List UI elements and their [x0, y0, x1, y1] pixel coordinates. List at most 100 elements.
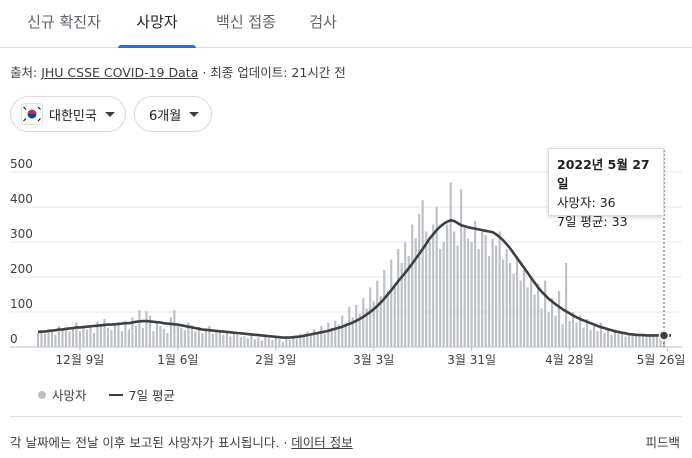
period-label: 6개월	[149, 108, 182, 124]
bar	[288, 340, 291, 347]
bar	[323, 333, 326, 347]
bar	[274, 337, 277, 347]
bar	[320, 326, 323, 347]
country-select[interactable]: 대한민국	[10, 96, 126, 132]
bar	[299, 333, 302, 347]
feedback-link[interactable]: 피드백	[645, 435, 680, 450]
bar	[627, 333, 631, 347]
bar	[239, 337, 242, 347]
bar	[278, 339, 281, 347]
legend-line-label: 7일 평균	[128, 388, 175, 403]
hover-point	[658, 330, 670, 341]
bar	[571, 312, 575, 347]
bar	[71, 327, 75, 347]
bar	[215, 332, 218, 347]
bar	[327, 322, 330, 347]
period-select[interactable]: 6개월	[134, 96, 212, 132]
bar	[634, 335, 638, 347]
bar	[236, 334, 239, 347]
bar	[365, 308, 368, 347]
bar	[551, 298, 554, 347]
bar	[169, 317, 172, 347]
tab-vaccinations[interactable]: 백신 접종	[204, 0, 288, 47]
bar	[652, 336, 655, 347]
bar	[162, 328, 165, 347]
y-tick-label: 200	[10, 262, 33, 276]
bar	[96, 321, 99, 347]
tab-label: 신규 확진자	[27, 13, 101, 31]
metric-tabs: 신규 확진자 사망자 백신 접종 검사	[0, 0, 692, 48]
bar	[488, 256, 491, 347]
source-line: 출처: JHU CSSE COVID-19 Data · 최종 업데이트: 21…	[10, 62, 346, 81]
bar	[596, 331, 599, 347]
bar	[222, 334, 225, 347]
country-label: 대한민국	[49, 108, 97, 124]
last-updated: · 최종 업데이트: 21시간 전	[202, 65, 346, 80]
bar	[620, 332, 624, 347]
bar	[92, 333, 96, 347]
bar	[54, 334, 57, 347]
bar	[281, 341, 284, 347]
bar	[498, 231, 501, 347]
bar	[148, 315, 151, 347]
bar	[204, 328, 207, 347]
bar	[460, 189, 463, 347]
bar	[662, 334, 666, 347]
bar	[355, 305, 358, 347]
bar	[229, 336, 232, 347]
tab-deaths[interactable]: 사망자	[118, 0, 196, 48]
bar	[362, 298, 365, 347]
bar	[194, 331, 197, 347]
bar	[82, 325, 85, 347]
bar	[421, 200, 424, 347]
tab-label: 사망자	[136, 13, 178, 31]
chevron-down-icon	[104, 111, 115, 117]
divider	[10, 416, 682, 417]
footer-separator: ·	[283, 435, 288, 450]
bar	[544, 280, 547, 347]
data-info-link[interactable]: 데이터 정보	[291, 435, 353, 450]
bar	[509, 263, 512, 347]
bar	[414, 238, 417, 347]
bar	[50, 329, 54, 347]
bar	[463, 228, 466, 347]
source-link[interactable]: JHU CSSE COVID-19 Data	[41, 65, 199, 80]
bar	[334, 320, 337, 347]
bar	[190, 325, 193, 347]
x-tick-label: 1월 6일	[157, 353, 198, 367]
bar	[638, 336, 641, 347]
footer-note: 각 날짜에는 전날 이후 보고된 사망자가 표시됩니다. · 데이터 정보	[10, 432, 353, 451]
bar	[302, 337, 305, 347]
bar	[176, 326, 179, 347]
bar	[578, 315, 582, 347]
bar	[292, 336, 295, 347]
bar	[117, 325, 120, 347]
bar	[243, 336, 246, 347]
bar	[285, 338, 288, 347]
bar	[477, 249, 480, 347]
bar	[411, 224, 414, 347]
bar	[260, 340, 263, 347]
bar	[453, 231, 456, 347]
tab-new-cases[interactable]: 신규 확진자	[14, 0, 114, 47]
bar	[393, 284, 396, 347]
bar	[519, 280, 522, 347]
bar	[253, 339, 256, 347]
bar	[145, 311, 148, 347]
bar	[491, 238, 494, 347]
bar	[484, 235, 487, 347]
bar	[537, 284, 540, 347]
bar	[400, 263, 403, 347]
bar	[617, 333, 620, 347]
bar	[505, 249, 508, 347]
bar	[306, 331, 309, 347]
bar	[481, 231, 484, 347]
tab-testing[interactable]: 검사	[298, 0, 348, 47]
bar	[152, 331, 155, 347]
bar	[407, 256, 410, 347]
bar	[446, 224, 449, 347]
bar	[592, 326, 596, 347]
bar	[173, 310, 176, 347]
source-prefix: 출처:	[10, 65, 38, 80]
deaths-chart[interactable]: 0 100 200 300 400 500 12월 9일 1월 6일 2월 3일 3월 3일 3월 …	[0, 150, 692, 372]
